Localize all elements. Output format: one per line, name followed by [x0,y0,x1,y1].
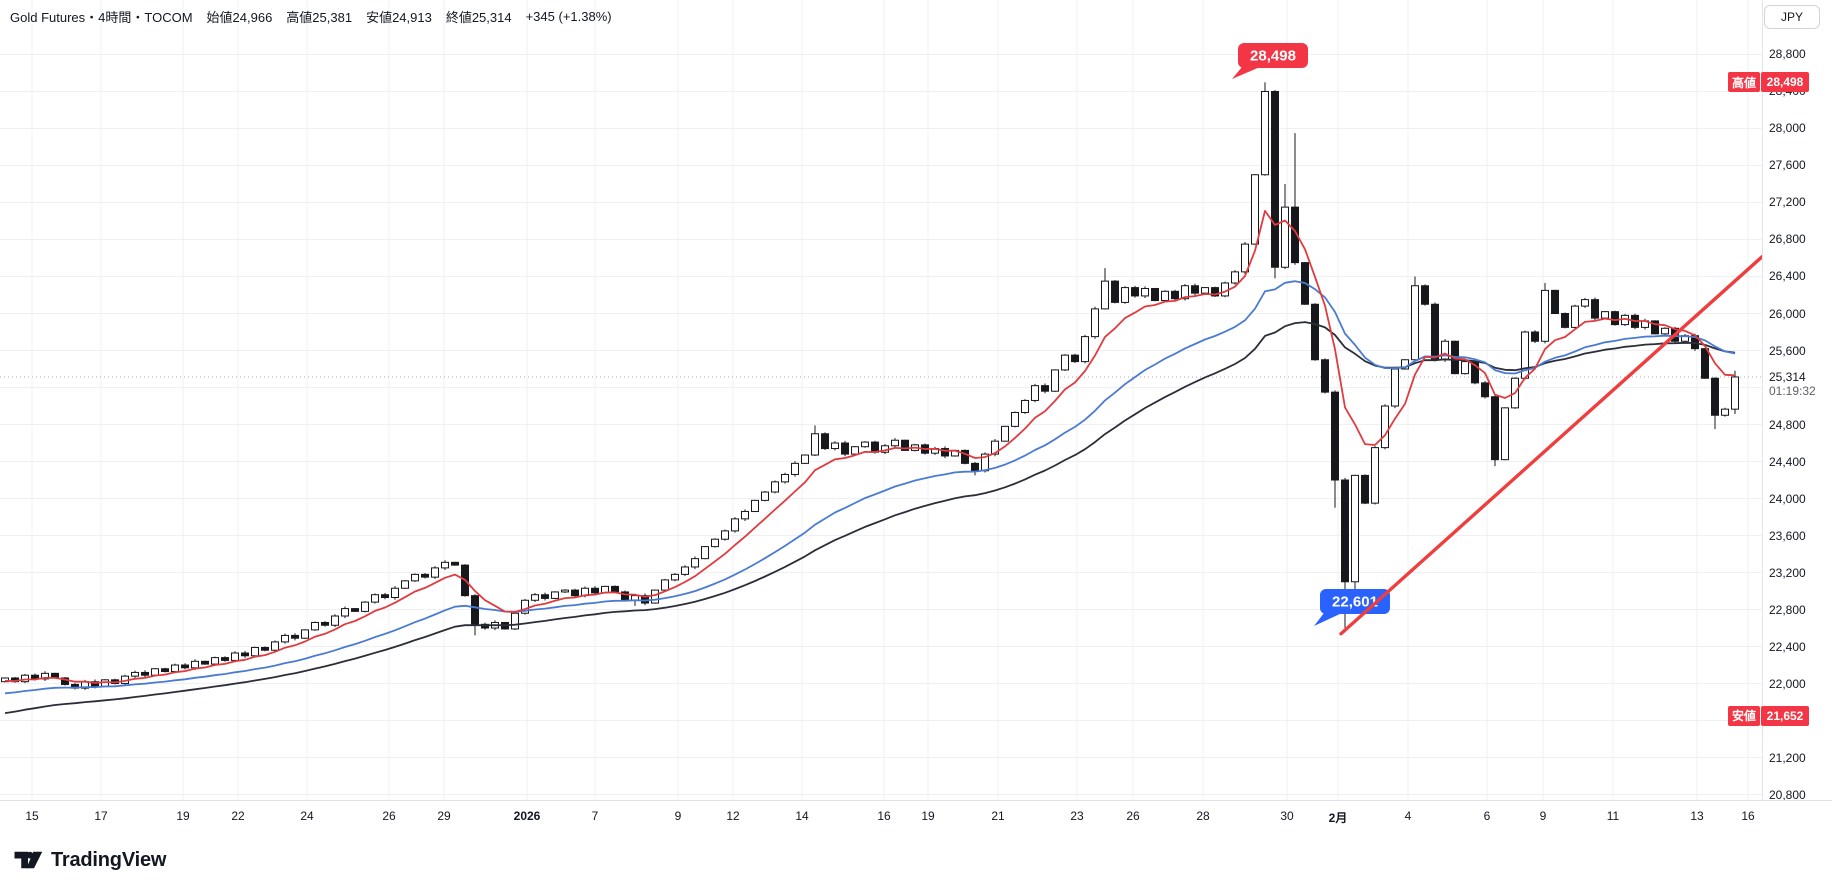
date-axis-label: 9 [674,809,682,823]
svg-text:22,601: 22,601 [1332,594,1378,611]
low-callout[interactable]: 22,601 [1314,589,1390,626]
low-badge-label: 安値 [1728,705,1760,726]
date-axis-label: 23 [1070,809,1084,823]
currency-button[interactable]: JPY [1764,5,1820,29]
date-axis-label: 13 [1690,809,1704,823]
date-axis-label: 24 [300,809,314,823]
ohlc-open: 始値24,966 [206,10,273,25]
date-axis-label: 30 [1280,809,1294,823]
date-axis-label: 26 [1126,809,1140,823]
price-axis-label: 22,400 [1769,639,1806,654]
tradingview-logo-icon[interactable] [13,847,43,873]
high-badge-label: 高値 [1728,72,1760,93]
high-callout[interactable]: 28,498 [1232,43,1308,79]
symbol-title[interactable]: Gold Futures・4時間・TOCOM [10,10,193,25]
price-axis-label: 28,000 [1769,121,1806,136]
date-axis-label: 11 [1606,809,1620,823]
low-badge-value: 21,652 [1761,705,1809,726]
high-price-badge: 高値 28,498 [1728,72,1809,93]
footer: TradingView [0,832,1832,888]
date-axis-label: 2026 [513,809,541,823]
ma-fast-line [4,209,1736,684]
ohlc-high: 高値25,381 [286,10,353,25]
price-axis-label: 24,000 [1769,491,1806,506]
price-axis-label: 27,600 [1769,158,1806,173]
date-axis-label: 15 [25,809,39,823]
high-badge-value: 28,498 [1761,72,1809,93]
current-price-label: 25,314 [1769,369,1806,384]
chart-pane[interactable]: 28,498 22,601 Gold Futures・4時間・TOCOM 始値24… [0,0,1832,833]
gridlines [0,0,1762,800]
price-axis-label: 26,000 [1769,306,1806,321]
price-axis[interactable]: 20,800 21,200 22,000 22,400 22,800 23,200 23,6… [1762,0,1832,832]
price-axis-label: 27,200 [1769,195,1806,210]
svg-text:28,498: 28,498 [1250,48,1296,65]
price-axis-label: 20,800 [1769,787,1806,802]
time-axis[interactable]: 15 17 19 22 24 26 29 2026 7 9 12 14 16 19 21 23 26 28 30 2月… [0,800,1832,833]
ohlc-low: 安値24,913 [366,10,432,25]
date-axis-label: 14 [795,809,809,823]
low-price-badge: 安値 21,652 [1728,705,1809,726]
ma-slow-line [4,321,1736,714]
date-axis-label: 29 [437,809,451,823]
price-axis-label: 23,600 [1769,528,1806,543]
date-axis-label: 7 [591,809,599,823]
candles-series [1,82,1739,690]
tradingview-brand-text[interactable]: TradingView [51,848,167,871]
date-axis-label: 16 [1741,809,1755,823]
candlestick-chart[interactable]: 28,498 22,601 [0,0,1762,800]
ohlc-change: +345 (+1.38%) [525,9,612,24]
date-axis-label: 9 [1539,809,1547,823]
date-axis-label: 2月 [1328,811,1348,825]
price-axis-label: 24,400 [1769,454,1806,469]
bar-countdown: 01:19:32 [1769,383,1816,398]
date-axis-label: 19 [176,809,190,823]
price-axis-label: 26,400 [1769,269,1806,284]
date-axis-label: 28 [1196,809,1210,823]
price-axis-label: 21,200 [1769,750,1806,765]
price-axis-label: 26,800 [1769,232,1806,247]
ohlc-close: 終値25,314 [445,10,512,25]
price-axis-label: 25,600 [1769,343,1806,358]
date-axis-label: 4 [1404,809,1412,823]
price-axis-label: 24,800 [1769,417,1806,432]
symbol-header: Gold Futures・4時間・TOCOM 始値24,966 高値25,381… [10,7,612,26]
date-axis-label: 19 [921,809,935,823]
date-axis-label: 21 [991,809,1005,823]
trend-line[interactable] [1339,255,1762,636]
date-axis-label: 12 [726,809,740,823]
ma-mid-line [4,280,1736,695]
date-axis-label: 26 [382,809,396,823]
price-axis-label: 23,200 [1769,565,1806,580]
date-axis-label: 16 [877,809,891,823]
price-axis-label: 28,800 [1769,47,1806,62]
date-axis-label: 22 [231,809,245,823]
date-axis-label: 17 [94,809,108,823]
price-axis-label: 22,800 [1769,602,1806,617]
date-axis-label: 6 [1483,809,1491,823]
price-axis-label: 22,000 [1769,676,1806,691]
